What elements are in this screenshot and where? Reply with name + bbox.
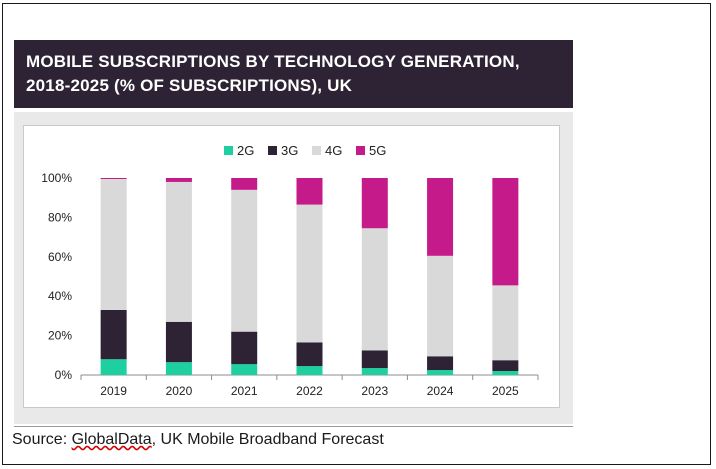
bar-segment-2g-2025 xyxy=(492,371,519,375)
legend-swatch-2g xyxy=(224,146,233,155)
bar-segment-5g-2019 xyxy=(100,178,127,179)
source-divider xyxy=(14,426,573,427)
legend-swatch-5g xyxy=(356,146,365,155)
bar-segment-5g-2020 xyxy=(165,178,192,182)
bar-segment-3g-2025 xyxy=(492,360,519,372)
stacked-bar-chart: 0% 20% 40% 60% 80% 100% 2019 2020 2021 2022 2023 20… xyxy=(41,143,539,398)
y-tick-label: 40% xyxy=(48,289,72,303)
y-tick-label: 60% xyxy=(48,250,72,264)
y-tick-label: 80% xyxy=(48,210,72,224)
bar-segment-5g-2025 xyxy=(492,178,519,286)
bar-segment-4g-2023 xyxy=(361,228,388,351)
bar-segment-3g-2024 xyxy=(427,356,454,371)
x-tick-label: 2022 xyxy=(296,384,323,398)
x-tick-label: 2023 xyxy=(361,384,388,398)
source-prefix: Source: xyxy=(12,431,72,448)
y-tick-label: 0% xyxy=(55,368,73,382)
x-tick-label: 2021 xyxy=(231,384,258,398)
x-tick-label: 2024 xyxy=(427,384,454,398)
bar-segment-3g-2023 xyxy=(361,350,388,369)
y-tick-label: 100% xyxy=(41,171,72,185)
bar-segment-5g-2021 xyxy=(231,178,258,190)
bar-segment-4g-2020 xyxy=(165,181,192,322)
source-name: GlobalData xyxy=(71,431,152,448)
bar-segment-2g-2020 xyxy=(165,362,192,375)
bar-segment-4g-2019 xyxy=(100,178,127,310)
x-tick-label: 2019 xyxy=(100,384,127,398)
bar-segment-2g-2019 xyxy=(100,359,127,375)
bar-segment-4g-2022 xyxy=(296,204,323,343)
x-tick-label: 2020 xyxy=(166,384,193,398)
legend-swatch-3g xyxy=(268,146,277,155)
x-tick-label: 2025 xyxy=(492,384,519,398)
plot-area: 0% 20% 40% 60% 80% 100% 2019 2020 2021 2022 2023 20… xyxy=(23,125,560,408)
bar-segment-3g-2021 xyxy=(231,331,258,365)
legend-label-3g: 3G xyxy=(281,143,298,158)
bar-segment-2g-2021 xyxy=(231,364,258,375)
source-note: Source: GlobalData, UK Mobile Broadband … xyxy=(12,431,384,449)
figure-frame xyxy=(2,3,711,465)
bar-segment-5g-2023 xyxy=(361,178,388,229)
bar-segment-4g-2024 xyxy=(427,255,454,357)
source-rest: , UK Mobile Broadband Forecast xyxy=(151,431,384,448)
chart-title: MOBILE SUBSCRIPTIONS BY TECHNOLOGY GENER… xyxy=(26,52,520,95)
bar-segment-5g-2022 xyxy=(296,178,323,205)
bar-segment-4g-2021 xyxy=(231,189,258,332)
legend-label-5g: 5G xyxy=(369,143,386,158)
legend-label-4g: 4G xyxy=(325,143,342,158)
title-banner: MOBILE SUBSCRIPTIONS BY TECHNOLOGY GENER… xyxy=(14,40,573,108)
bar-segment-4g-2025 xyxy=(492,285,519,361)
bar-segment-3g-2022 xyxy=(296,342,323,367)
bar-segment-3g-2019 xyxy=(100,309,127,360)
bar-segment-5g-2024 xyxy=(427,178,454,256)
bar-segment-2g-2024 xyxy=(427,370,454,375)
legend-swatch-4g xyxy=(312,146,321,155)
bar-segment-2g-2022 xyxy=(296,366,323,375)
bar-segment-3g-2020 xyxy=(165,321,192,363)
legend-label-2g: 2G xyxy=(237,143,254,158)
bar-segment-2g-2023 xyxy=(361,368,388,375)
y-tick-label: 20% xyxy=(48,329,72,343)
